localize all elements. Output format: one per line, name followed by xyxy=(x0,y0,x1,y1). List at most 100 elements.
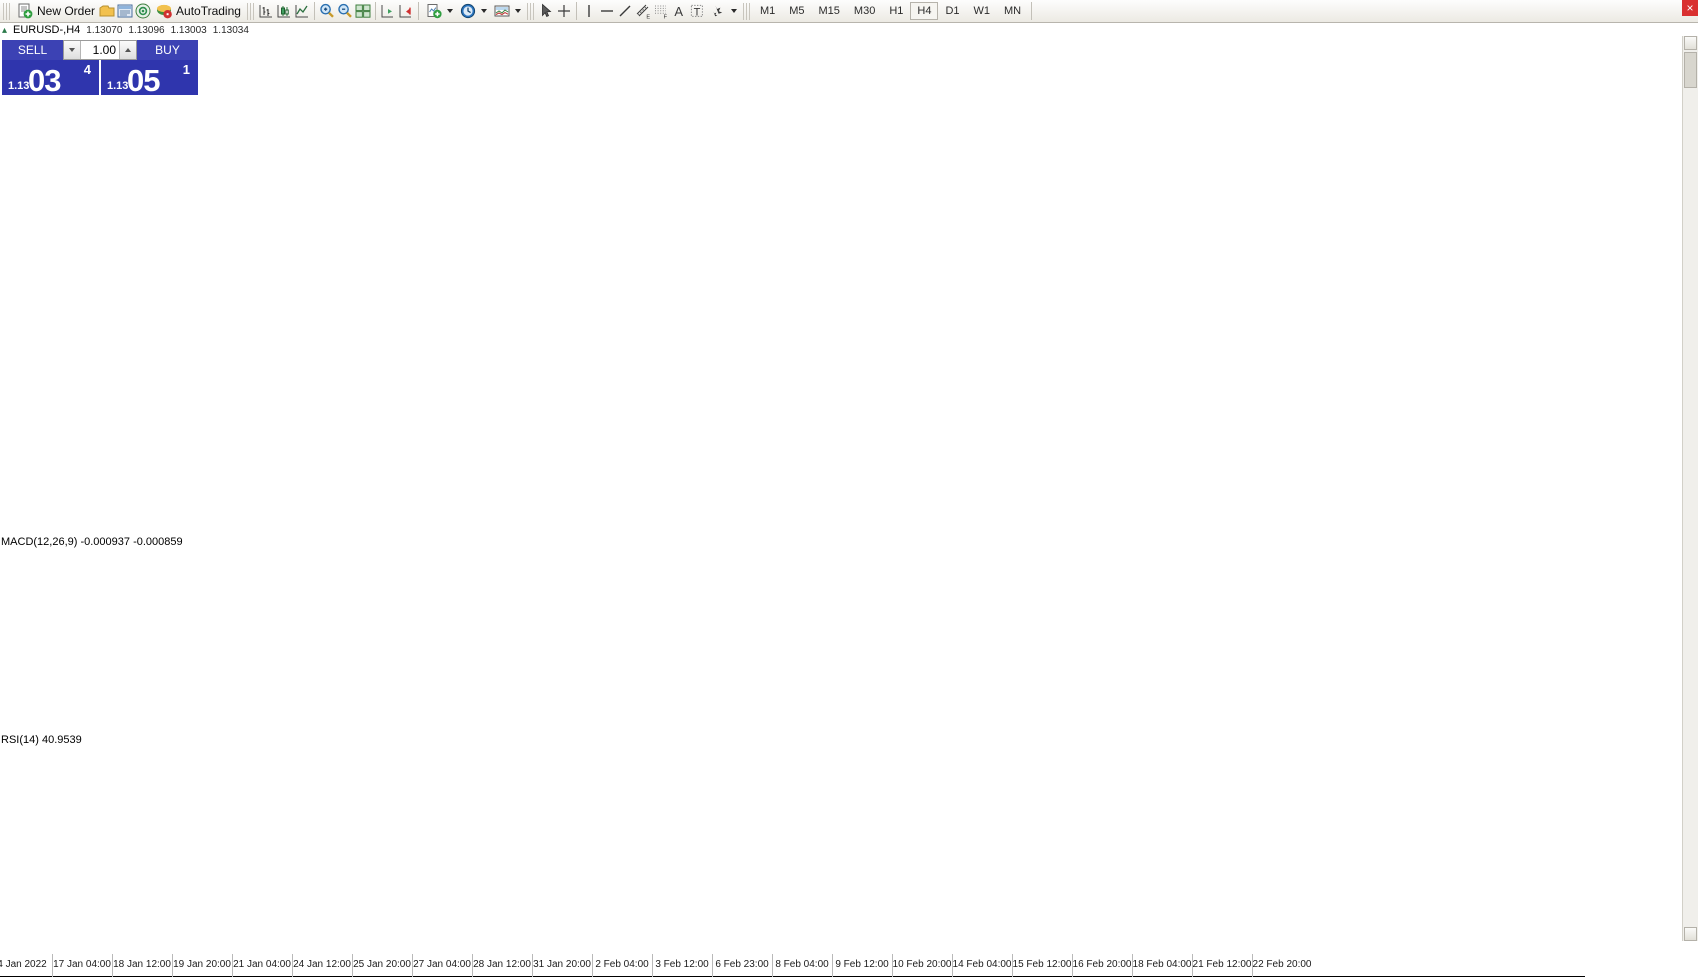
vertical-scrollbar[interactable] xyxy=(1682,36,1698,941)
symbol-info-line: ▴ EURUSD-,H4 1.13070 1.13096 1.13003 1.1… xyxy=(0,24,249,36)
time-tick-label: 17 Jan 04:00 xyxy=(53,959,111,970)
period-selector-button[interactable] xyxy=(456,1,490,22)
sell-price-main: 03 xyxy=(28,63,61,95)
candlestick-chart-icon[interactable] xyxy=(275,2,293,20)
timeframe-h1[interactable]: H1 xyxy=(889,5,904,17)
symbol-low: 1.13003 xyxy=(170,24,207,36)
text-box-icon[interactable]: T xyxy=(688,2,706,20)
timeframe-m15[interactable]: M15 xyxy=(818,5,840,17)
symbol-high: 1.13096 xyxy=(128,24,165,36)
volume-increase-button[interactable] xyxy=(119,41,136,59)
shapes-button[interactable] xyxy=(706,1,740,22)
time-tick-label: 4 Jan 2022 xyxy=(0,959,47,970)
chevron-down-icon-2[interactable] xyxy=(480,9,487,13)
new-order-button[interactable]: New Order xyxy=(13,1,98,22)
buy-price-point: 1 xyxy=(182,62,190,77)
time-axis[interactable]: 4 Jan 2022 17 Jan 04:00 18 Jan 12:00 19 Jan… xyxy=(0,954,1585,977)
rsi-label: RSI(14) 40.9539 xyxy=(1,734,82,746)
crosshair-icon[interactable] xyxy=(555,2,573,20)
macd-label: MACD(12,26,9) -0.000937 -0.000859 xyxy=(1,536,183,548)
time-tick xyxy=(412,954,413,977)
volume-stepper[interactable]: 1.00 xyxy=(63,40,137,60)
zoom-out-icon[interactable] xyxy=(336,2,354,20)
time-tick-label: 25 Jan 20:00 xyxy=(353,959,411,970)
add-indicator-button[interactable] xyxy=(422,1,456,22)
scroll-up-button[interactable] xyxy=(1684,36,1697,50)
time-tick-label: 24 Jan 12:00 xyxy=(293,959,351,970)
equidistant-channel-icon[interactable]: E xyxy=(634,2,652,20)
main-toolbar: New Order AutoTrading xyxy=(0,0,1698,23)
time-tick xyxy=(1192,954,1193,977)
time-tick-label: 14 Feb 04:00 xyxy=(952,959,1012,970)
chart-autoscroll-icon[interactable] xyxy=(397,2,415,20)
chevron-down-icon-4[interactable] xyxy=(730,9,737,13)
sell-price-display[interactable]: 1.13 03 4 xyxy=(2,60,99,95)
close-icon[interactable]: × xyxy=(1682,0,1698,16)
time-tick xyxy=(1012,954,1013,977)
toolbar-separator-2 xyxy=(374,2,376,20)
timeframe-w1[interactable]: W1 xyxy=(973,5,991,17)
buy-price-prefix: 1.13 xyxy=(107,80,129,92)
time-tick xyxy=(532,954,533,977)
volume-input[interactable]: 1.00 xyxy=(92,43,116,57)
time-tick xyxy=(952,954,953,977)
chart-shift-icon[interactable] xyxy=(379,2,397,20)
horizontal-line-icon[interactable] xyxy=(598,2,616,20)
buy-button[interactable]: BUY xyxy=(137,40,198,60)
toolbar-grip-3[interactable] xyxy=(526,2,534,20)
toolbar-grip-4[interactable] xyxy=(742,2,750,20)
shapes-icon xyxy=(709,2,727,20)
scrollbar-thumb[interactable] xyxy=(1684,52,1697,88)
time-tick-label: 6 Feb 23:00 xyxy=(715,959,769,970)
timeframe-mn[interactable]: MN xyxy=(1004,5,1022,17)
period-clock-icon xyxy=(459,2,477,20)
symbol-open: 1.13070 xyxy=(86,24,123,36)
new-order-label: New Order xyxy=(37,4,96,18)
toolbar-separator-5 xyxy=(1031,2,1033,20)
terminal-window-icon[interactable] xyxy=(116,2,134,20)
time-tick xyxy=(592,954,593,977)
tile-windows-icon[interactable] xyxy=(354,2,372,20)
chevron-down-icon-3[interactable] xyxy=(514,9,521,13)
timeframe-m30[interactable]: M30 xyxy=(853,5,876,17)
toolbar-grip-2[interactable] xyxy=(246,2,254,20)
volume-decrease-button[interactable] xyxy=(64,41,81,59)
chevron-down-icon[interactable] xyxy=(446,9,453,13)
toolbar-grip[interactable] xyxy=(3,2,10,20)
text-label-icon[interactable]: A xyxy=(670,2,688,20)
timeframe-d1[interactable]: D1 xyxy=(945,5,960,17)
zoom-in-icon[interactable] xyxy=(318,2,336,20)
cursor-icon[interactable] xyxy=(537,2,555,20)
time-tick xyxy=(832,954,833,977)
buy-price-display[interactable]: 1.13 05 1 xyxy=(101,60,198,95)
templates-button[interactable] xyxy=(490,1,524,22)
sell-button[interactable]: SELL xyxy=(2,40,63,60)
timeframe-m1[interactable]: M1 xyxy=(759,5,776,17)
fibonacci-retracement-icon[interactable]: F xyxy=(652,2,670,20)
time-tick xyxy=(232,954,233,977)
vertical-line-icon[interactable] xyxy=(580,2,598,20)
autotrading-button[interactable]: AutoTrading xyxy=(152,1,244,22)
timeframe-h4[interactable]: H4 xyxy=(910,2,939,20)
time-tick xyxy=(652,954,653,977)
time-tick xyxy=(172,954,173,977)
timeframe-m5[interactable]: M5 xyxy=(789,5,805,17)
add-indicator-icon xyxy=(425,2,443,20)
svg-text:E: E xyxy=(646,14,650,20)
svg-text:F: F xyxy=(664,15,668,20)
line-chart-icon[interactable] xyxy=(293,2,311,20)
timeframe-group: M1 M5 M15 M30 H1 H4 D1 W1 MN xyxy=(753,2,1028,20)
chart-panes: 1.131131.12865 1.147401.145001.142551.14… xyxy=(0,36,1698,977)
time-tick-label: 27 Jan 04:00 xyxy=(413,959,471,970)
time-tick-label: 21 Feb 12:00 xyxy=(1192,959,1252,970)
autotrading-label: AutoTrading xyxy=(176,4,241,18)
time-tick xyxy=(712,954,713,977)
trendline-icon[interactable] xyxy=(616,2,634,20)
bar-chart-icon[interactable] xyxy=(257,2,275,20)
scroll-down-button[interactable] xyxy=(1684,927,1697,941)
time-tick-label: 16 Feb 20:00 xyxy=(1072,959,1132,970)
folder-icon[interactable] xyxy=(98,2,116,20)
navigator-icon[interactable] xyxy=(134,2,152,20)
symbol-name: EURUSD-,H4 xyxy=(13,24,81,36)
